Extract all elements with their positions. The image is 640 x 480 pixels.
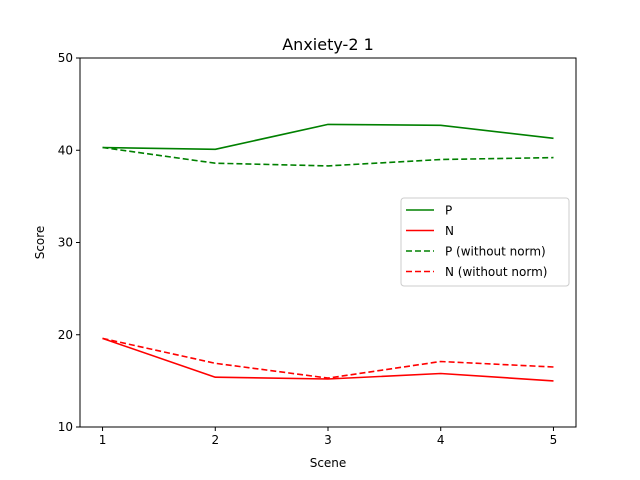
legend-label-2: N	[445, 224, 454, 238]
chart-title: Anxiety-2 1	[282, 35, 374, 54]
legend-box	[400, 197, 570, 287]
x-tick-label: 2	[211, 433, 219, 447]
legend-label-1: P	[445, 204, 452, 218]
series-line-3	[102, 146, 554, 167]
plot-frame	[79, 57, 577, 428]
y-tick-label: 10	[58, 420, 73, 434]
x-tick-label: 5	[550, 433, 558, 447]
legend-label-3: P (without norm)	[445, 245, 546, 259]
series-line-2	[102, 337, 554, 382]
plot-area: 1 2 3 4 5 10 20 30 40 50	[58, 51, 558, 447]
y-tick-label: 30	[58, 236, 73, 250]
x-tick-label: 1	[99, 433, 107, 447]
y-axis-label: Score	[33, 226, 47, 260]
y-tick-label: 40	[58, 143, 73, 157]
series-line-4	[102, 337, 554, 379]
x-tick-label: 3	[324, 433, 332, 447]
y-tick-label: 20	[58, 328, 73, 342]
y-tick-label: 50	[58, 51, 73, 65]
x-axis-label: Scene	[310, 456, 347, 470]
legend-label-4: N (without norm)	[445, 265, 547, 279]
x-tick-label: 4	[437, 433, 445, 447]
legend: PN P (without norm) N (without norm)	[400, 197, 570, 287]
series-line-1	[102, 123, 554, 151]
